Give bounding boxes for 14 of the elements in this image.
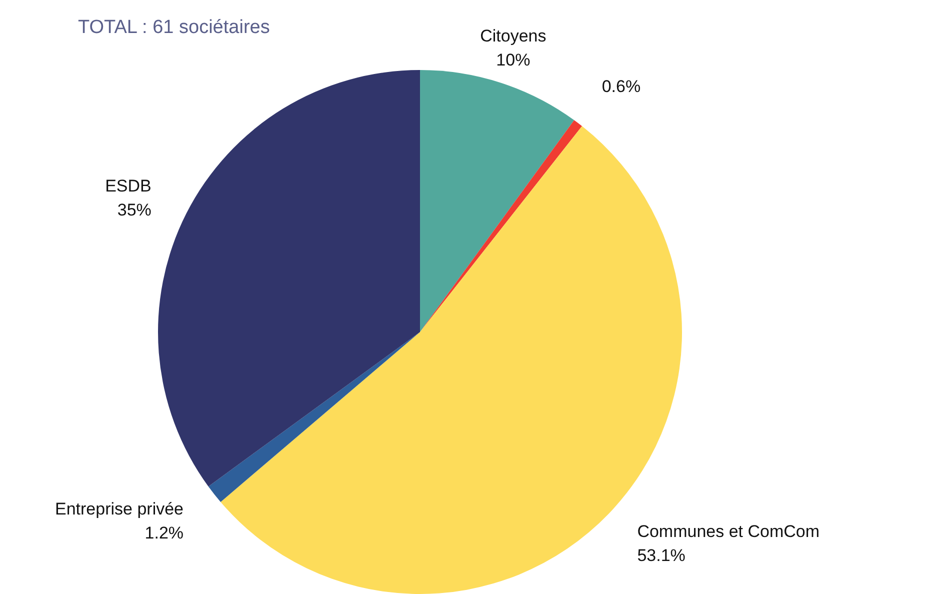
data-label: 1.2% — [144, 524, 184, 543]
data-label: 35% — [117, 200, 152, 220]
slice-label: Citoyens — [480, 26, 546, 46]
pie-slice — [420, 70, 574, 332]
slice-label: ESDB — [105, 176, 152, 196]
pie-slice — [208, 332, 420, 502]
pie-slice — [420, 120, 582, 332]
data-label: 10% — [496, 50, 530, 70]
slice-label: Communes et ComCom — [637, 522, 820, 541]
data-label: 0.6% — [602, 76, 641, 96]
slice-label: Entreprise privée — [54, 500, 184, 519]
pie-slice — [158, 70, 420, 486]
chart-title: TOTAL : 61 sociétaires — [78, 17, 270, 38]
data-label: 53.1% — [637, 546, 686, 565]
